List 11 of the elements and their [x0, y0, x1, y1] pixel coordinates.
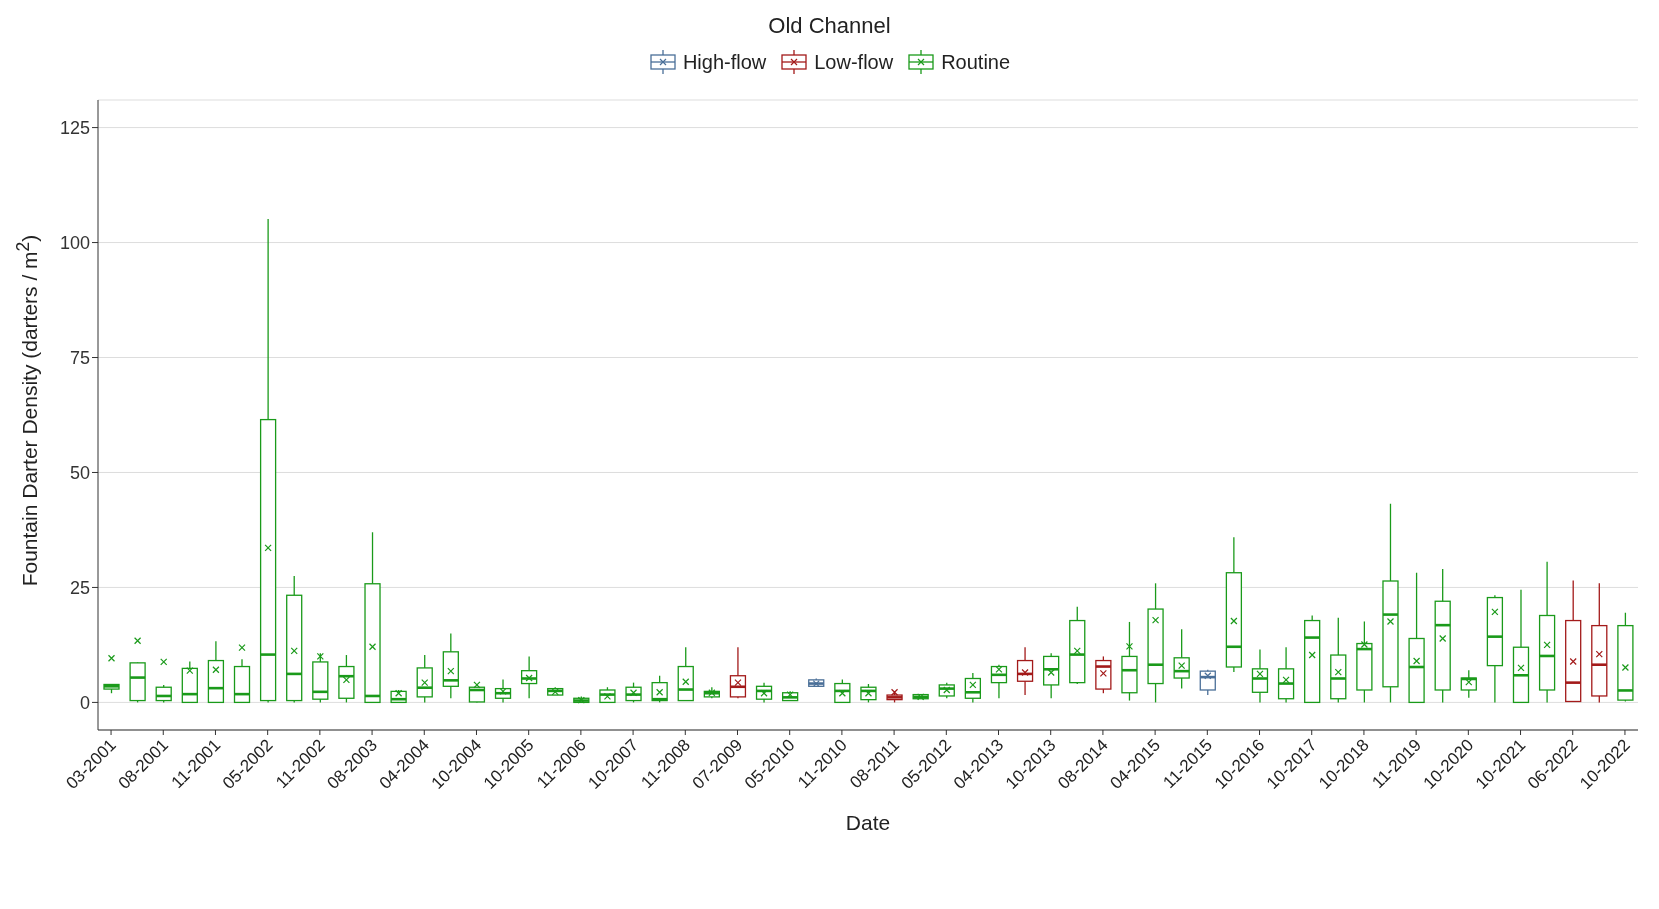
legend-label: Low-flow	[814, 50, 894, 74]
y-tick-label: 75	[69, 347, 90, 368]
y-tick-label: 0	[79, 692, 90, 713]
y-tick-label: 25	[69, 577, 90, 598]
x-axis-title: Date	[845, 811, 891, 834]
legend-label: Routine	[941, 50, 1011, 74]
chart-title: Old Channel	[767, 12, 892, 40]
y-tick-label: 100	[59, 232, 90, 253]
y-tick-label: 50	[69, 462, 90, 483]
legend-label: High-flow	[682, 50, 767, 74]
y-tick-label: 125	[59, 117, 90, 138]
